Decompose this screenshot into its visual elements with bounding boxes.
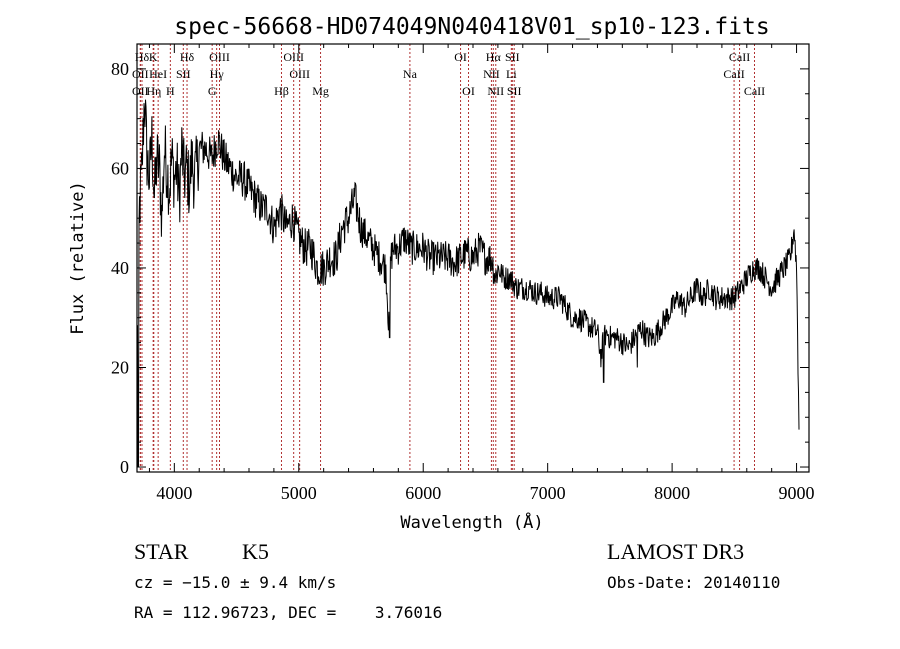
- spectral-line-label: SII: [176, 67, 191, 81]
- spectral-line-label: OII: [132, 84, 149, 98]
- spectral-line-label: H: [166, 84, 175, 98]
- spectral-line-label: G: [208, 84, 217, 98]
- object-subclass: K5: [242, 539, 269, 564]
- x-tick-label: 6000: [405, 483, 441, 503]
- spectral-line-label: OI: [454, 50, 467, 64]
- y-tick-label: 40: [111, 258, 129, 278]
- chart-title: spec-56668-HD074049N040418V01_sp10-123.f…: [174, 14, 769, 40]
- spectral-line-label: NII: [483, 67, 500, 81]
- object-class: STAR: [134, 539, 189, 564]
- y-axis-ticks: 0 20 40 60 80: [111, 59, 809, 477]
- spectral-line-label: OIII: [289, 67, 310, 81]
- x-axis-ticks: 4000 5000 6000 7000 8000 9000: [148, 44, 815, 503]
- spectral-line-label: Hδ: [135, 50, 150, 64]
- spectral-line-label: Na: [403, 67, 418, 81]
- spectrum-line: [136, 99, 800, 468]
- spectral-line-label: CaII: [729, 50, 750, 64]
- spectral-line-markers: [139, 44, 755, 472]
- x-tick-label: 7000: [530, 483, 566, 503]
- spectral-line-label: HeI: [149, 67, 167, 81]
- spectral-line-label: Hγ: [210, 67, 225, 81]
- spectral-line-label: OII: [132, 67, 149, 81]
- spectral-line-label: OI: [462, 84, 475, 98]
- spectral-line-label: K: [149, 50, 158, 64]
- x-tick-label: 5000: [281, 483, 317, 503]
- spectral-line-label: CaII: [744, 84, 765, 98]
- y-tick-label: 20: [111, 357, 129, 377]
- spectral-line-label: Hβ: [274, 84, 289, 98]
- spectral-line-label: Hα: [486, 50, 502, 64]
- x-tick-label: 8000: [654, 483, 690, 503]
- y-tick-label: 0: [120, 457, 129, 477]
- spectral-line-label: SII: [505, 50, 520, 64]
- spectral-line-label: Mg: [312, 84, 329, 98]
- spectral-line-label: OIII: [209, 50, 230, 64]
- spectral-line-label: CaII: [723, 67, 744, 81]
- y-tick-label: 60: [111, 158, 129, 178]
- spectral-line-label: SII: [507, 84, 522, 98]
- x-axis-label: Wavelength (Å): [400, 511, 543, 533]
- survey-name: LAMOST DR3: [607, 539, 744, 564]
- observation-date: Obs-Date: 20140110: [607, 573, 780, 592]
- y-tick-label: 80: [111, 59, 129, 79]
- x-tick-label: 9000: [779, 483, 815, 503]
- redshift-cz: cz = −15.0 ± 9.4 km/s: [134, 573, 336, 592]
- coordinates: RA = 112.96723, DEC = 3.76016: [134, 603, 442, 622]
- spectral-line-label: NII: [487, 84, 504, 98]
- spectral-line-label: Li: [506, 67, 517, 81]
- spectral-line-label: Hδ: [180, 50, 195, 64]
- x-tick-label: 4000: [156, 483, 192, 503]
- y-axis-label: Flux (relative): [68, 181, 88, 335]
- spectral-line-label: OIII: [283, 50, 304, 64]
- spectral-line-label: Hη: [146, 84, 161, 98]
